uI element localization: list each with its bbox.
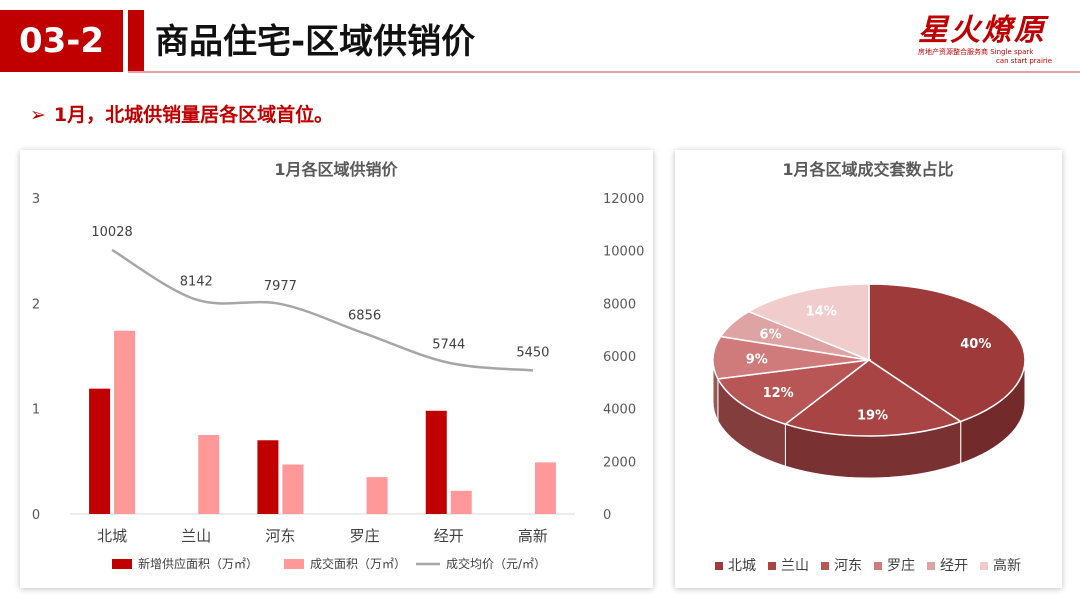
y-right-tick-label: 6000	[603, 350, 636, 365]
pie-title: 1月各区域成交套数占比	[782, 160, 953, 179]
legend-swatch-supply	[112, 559, 132, 569]
y-right-tick-label: 2000	[603, 455, 636, 470]
deal-bar	[450, 490, 472, 514]
legend-label-deal: 成交面积（万㎡）	[310, 556, 406, 571]
pie-slice	[868, 283, 1026, 423]
deal-bar	[534, 462, 556, 514]
price-series-line	[111, 248, 534, 372]
pie-data-label: 6%	[760, 328, 782, 343]
legend-swatch	[980, 562, 988, 570]
y-left-tick-label: 2	[32, 297, 40, 312]
summary-bullet: ➢ 1月，北城供销量居各区域首位。	[30, 100, 333, 127]
legend-swatch-deal	[284, 559, 304, 569]
y-right-tick-label: 0	[603, 508, 611, 523]
y-left-tick-label: 1	[32, 403, 40, 418]
y-right-tick-label: 8000	[603, 297, 636, 312]
legend-label: 河东	[834, 558, 862, 574]
x-tick-label: 罗庄	[350, 527, 380, 545]
logo-sub-en-1: Single spark	[990, 48, 1034, 56]
legend-label-price: 成交均价（元/㎡）	[446, 556, 546, 571]
deal-bar	[198, 435, 220, 514]
header-accent-bar	[128, 10, 144, 72]
price-data-label: 5450	[516, 345, 549, 360]
page-title: 商品住宅-区域供销价	[155, 22, 476, 62]
legend-label: 北城	[728, 558, 756, 574]
deal-share-pie-panel: 1月各区域成交套数占比 40% 19% 12% 9% 6% 14% 北城 兰山 河东 罗庄 经开 高新	[675, 150, 1062, 588]
pie-data-label: 12%	[763, 386, 794, 401]
price-data-label: 10028	[91, 225, 132, 240]
deal-bar	[114, 330, 136, 514]
supply-bar	[89, 388, 111, 514]
logo-sub-en-2: can start prairie	[996, 57, 1053, 65]
y-left-tick-label: 0	[32, 508, 40, 523]
deal-bar	[366, 477, 388, 514]
logo-subtitle: 房地产资源整合服务商 Single spark can start prairi…	[918, 48, 1058, 66]
legend-label: 高新	[993, 557, 1021, 574]
deal-bar	[282, 464, 304, 514]
supply-bar	[425, 410, 447, 514]
legend-label: 兰山	[781, 558, 809, 574]
x-tick-label: 兰山	[181, 527, 211, 545]
legend-label: 罗庄	[887, 557, 915, 574]
legend-swatch	[821, 562, 829, 570]
y-right-tick-label: 4000	[603, 403, 636, 418]
supply-sales-price-chart: 1月各区域供销价 0 1 2 3 0 2000 4000 6000 8000 10000 12000 北…	[32, 160, 645, 571]
pie-slice	[783, 359, 963, 437]
y-right-tick-label: 10000	[603, 245, 644, 260]
pie-data-label: 14%	[806, 304, 837, 319]
legend-swatch	[927, 562, 935, 570]
chart-title: 1月各区域供销价	[274, 160, 398, 179]
x-tick-label: 高新	[518, 527, 548, 545]
pie-data-label: 19%	[857, 409, 888, 424]
logo-sub-cn: 房地产资源整合服务商	[918, 48, 988, 56]
header-divider	[128, 71, 1080, 73]
pie-slice	[747, 283, 870, 362]
x-tick-label: 北城	[97, 527, 127, 545]
section-number: 03-2	[18, 21, 105, 61]
logo-text: 星火燎原	[918, 13, 1046, 48]
legend-label: 经开	[940, 558, 968, 574]
x-tick-label: 河东	[265, 527, 295, 545]
section-number-badge: 03-2	[0, 10, 123, 72]
pie-slice	[716, 358, 872, 426]
supply-sales-price-chart-panel: 1月各区域供销价 0 1 2 3 0 2000 4000 6000 8000 10000 12000 北…	[20, 150, 653, 588]
pie-data-label: 40%	[960, 337, 991, 352]
price-data-label: 5744	[432, 338, 465, 353]
legend-swatch	[715, 562, 723, 570]
bullet-arrow-icon: ➢	[30, 104, 46, 126]
pie-data-label: 9%	[746, 352, 768, 367]
legend-swatch	[768, 562, 776, 570]
pie-slice	[712, 335, 870, 380]
supply-bar	[257, 440, 279, 514]
deal-share-pie-chart: 1月各区域成交套数占比 40% 19% 12% 9% 6% 14% 北城 兰山 河东 罗庄 经开 高新	[712, 160, 1026, 574]
price-data-label: 8142	[180, 275, 213, 290]
legend-label-supply: 新增供应面积（万㎡）	[138, 556, 258, 571]
legend-swatch	[874, 562, 882, 570]
x-tick-label: 经开	[434, 527, 464, 545]
y-left-tick-label: 3	[32, 192, 40, 207]
y-right-tick-label: 12000	[603, 192, 644, 207]
price-data-label: 6856	[348, 308, 381, 323]
brand-logo: 星火燎原 房地产资源整合服务商 Single spark can start p…	[918, 14, 1058, 72]
summary-text: 1月，北城供销量居各区域首位。	[53, 104, 334, 126]
price-data-label: 7977	[264, 279, 297, 294]
